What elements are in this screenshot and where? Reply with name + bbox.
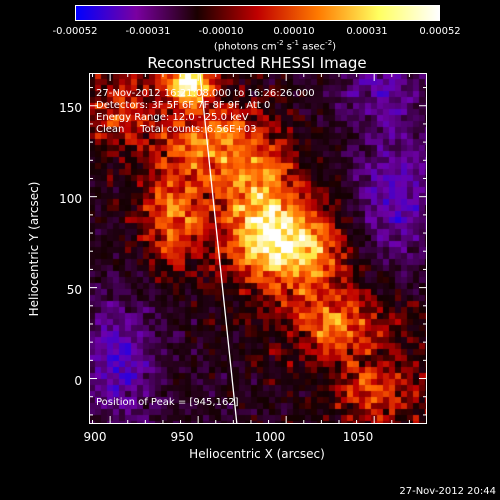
colorbar-units: (photons cm-2 s-1 asec-2) (213, 39, 337, 53)
footer-timestamp: 27-Nov-2012 20:44 (399, 486, 496, 497)
annotation-peak-position: Position of Peak = [945,162] (96, 397, 239, 408)
y-tick-label: 100 (59, 192, 82, 206)
colorbar-tick: -0.00031 (125, 26, 171, 37)
colorbar-tick: -0.00052 (52, 26, 98, 37)
x-tick-label: 950 (170, 430, 194, 444)
x-tick-label: 900 (83, 430, 107, 444)
colorbar-tick: 0.00010 (273, 26, 315, 37)
y-tick-label: 50 (66, 283, 82, 297)
chart-title: Reconstructed RHESSI Image (147, 54, 367, 72)
colorbar-tick: 0.00031 (346, 26, 388, 37)
heatmap-image (89, 73, 427, 424)
y-tick-label: 150 (59, 101, 82, 115)
annotation-energy-range: Energy Range: 12.0 - 25.0 keV (96, 112, 249, 123)
annotation-time-range: 27-Nov-2012 16:21:08.000 to 16:26:26.000 (96, 88, 315, 99)
colorbar (75, 5, 440, 21)
annotation-detectors: Detectors: 3F 5F 6F 7F 8F 9F, Att 0 (96, 100, 271, 111)
x-tick-label: 1050 (342, 430, 374, 444)
y-tick-label: 0 (74, 374, 82, 388)
x-tick-label: 1000 (254, 430, 286, 444)
x-axis-label: Heliocentric X (arcsec) (189, 447, 325, 461)
plot-border (89, 73, 427, 424)
colorbar-tick: -0.00010 (198, 26, 244, 37)
y-axis-label: Heliocentric Y (arcsec) (27, 181, 41, 317)
colorbar-tick: 0.00052 (419, 26, 461, 37)
annotation-clean: Clean Total counts: 6.56E+03 (96, 124, 257, 135)
solar-limb-line (199, 73, 238, 424)
plot-frame (89, 73, 427, 424)
